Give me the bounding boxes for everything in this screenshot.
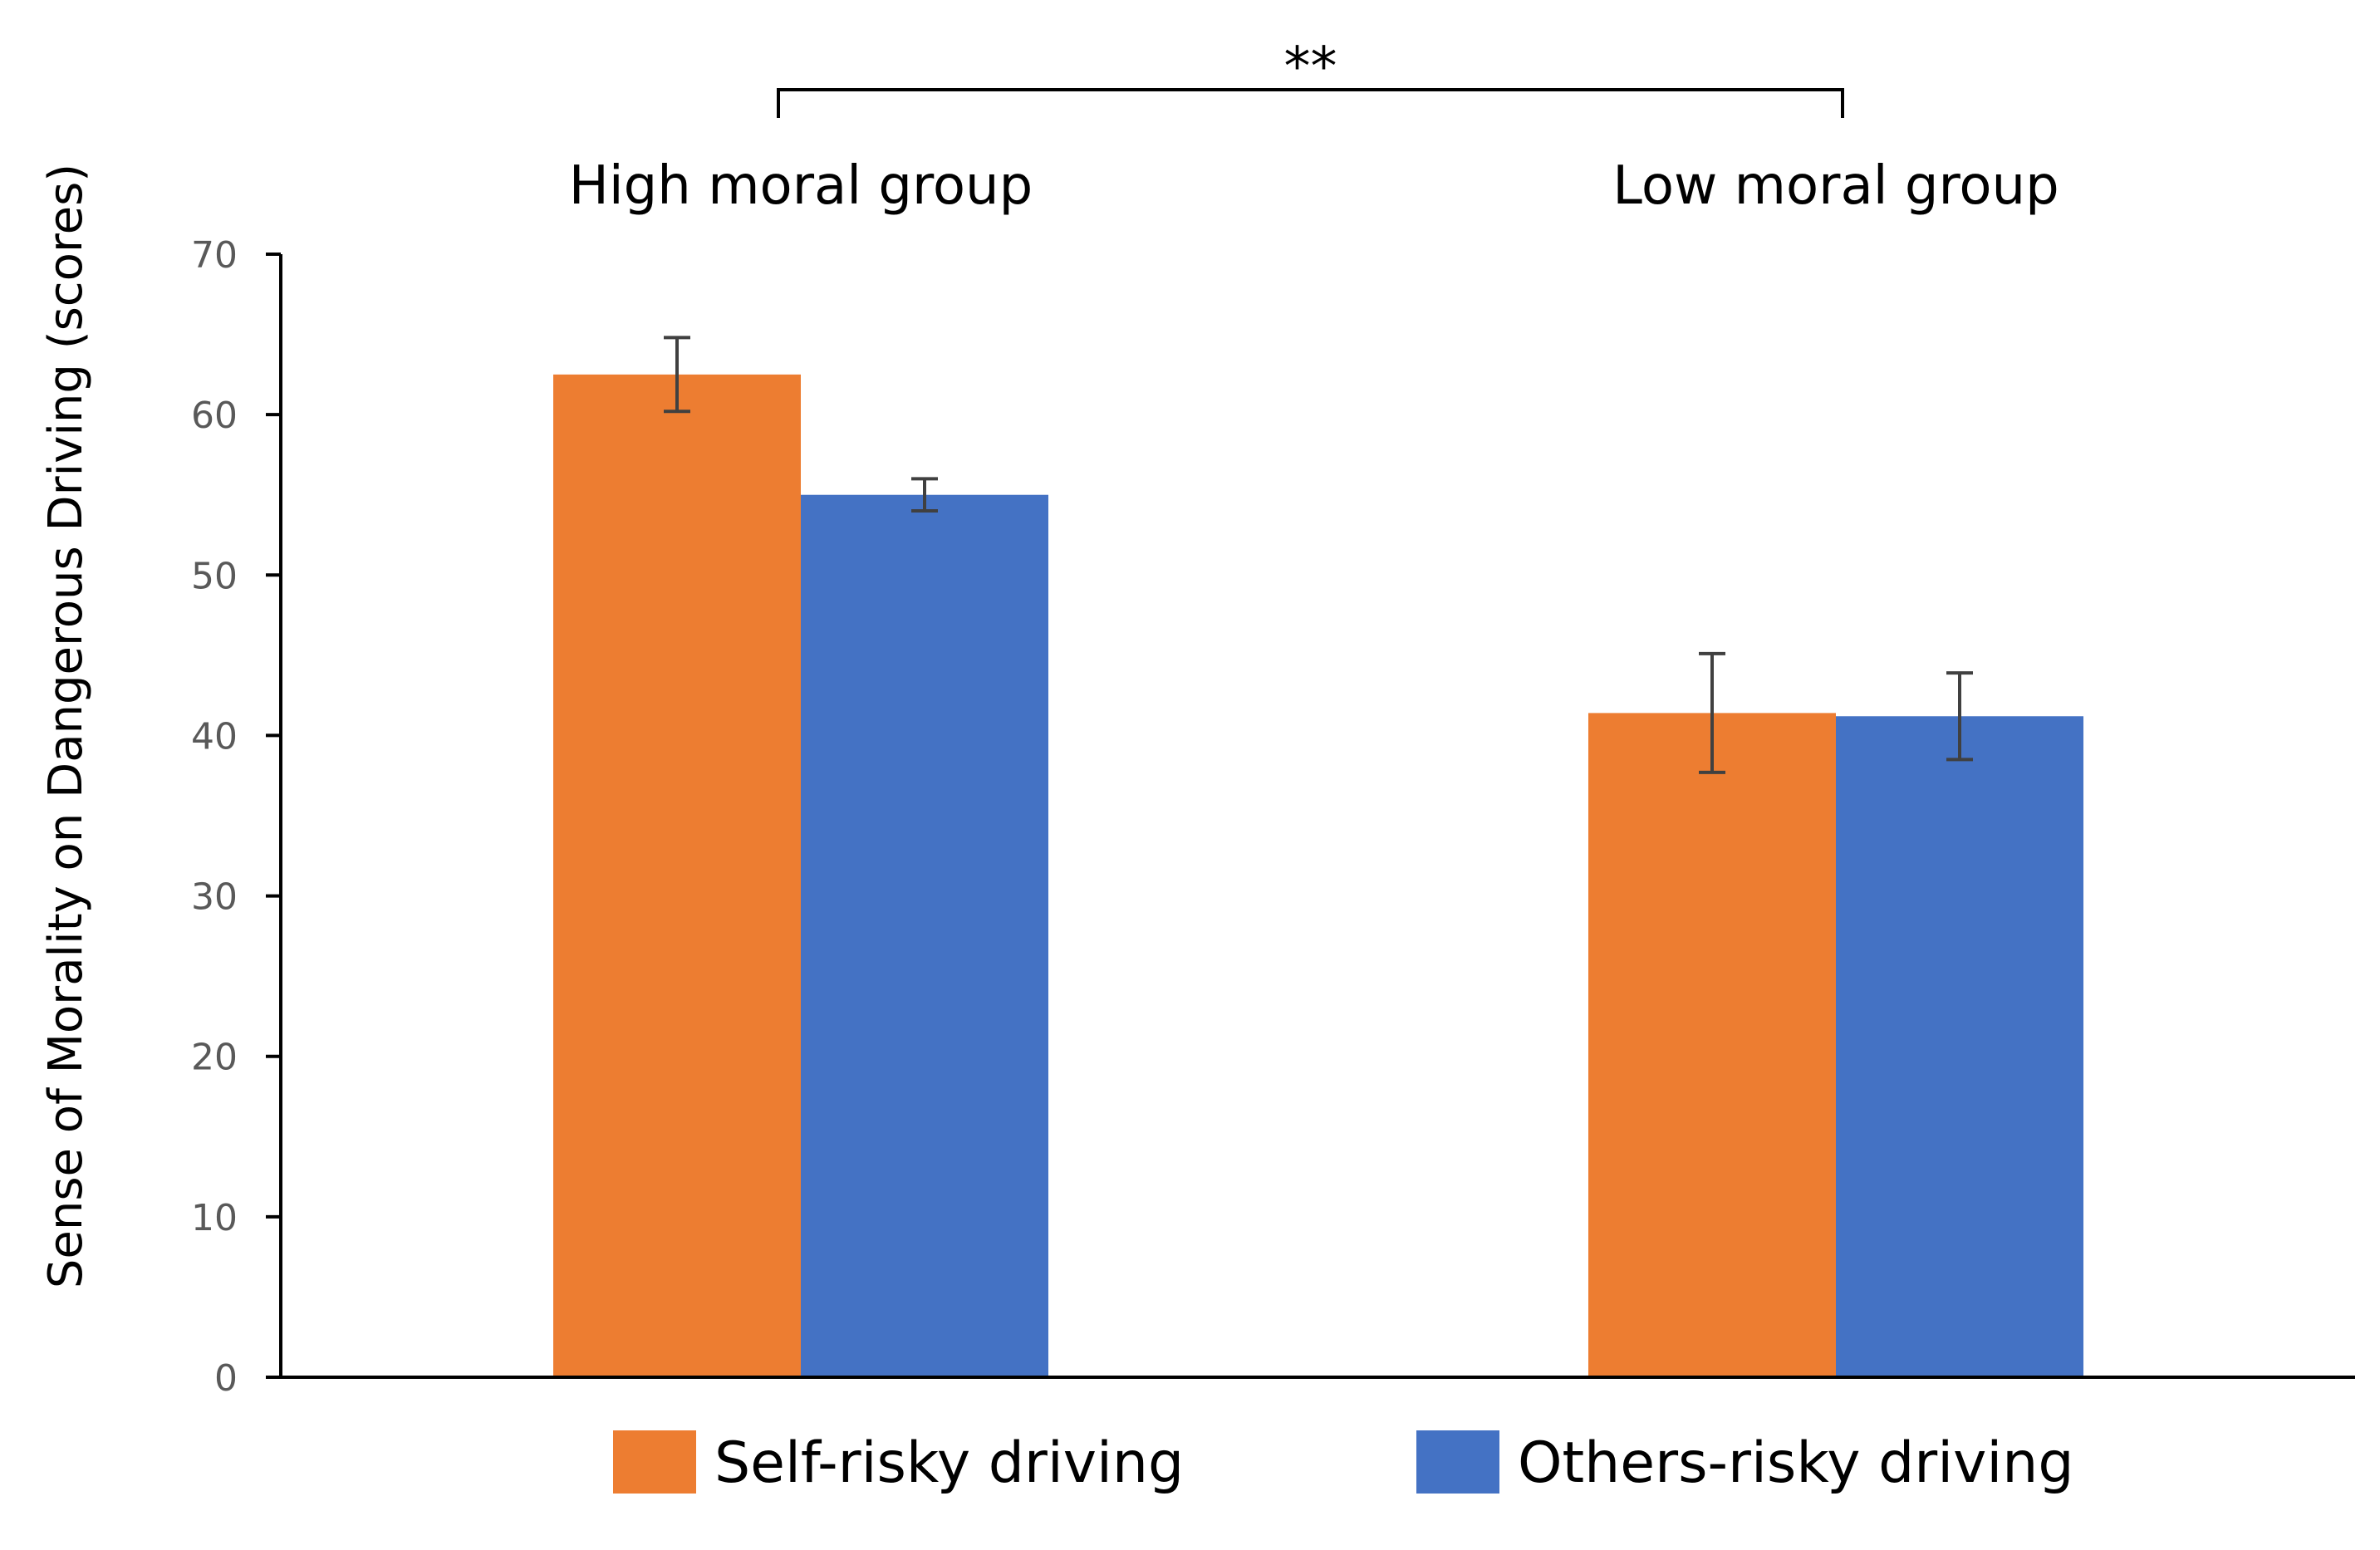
y-axis-title-group: Sense of Morality on Dangerous Driving (…	[39, 164, 93, 1288]
significance-bracket-group: **	[777, 37, 1844, 118]
error-bar	[1699, 651, 1725, 774]
y-axis: 0 10 20 30 40 50 60 70	[191, 234, 282, 1400]
legend-swatch	[613, 1430, 696, 1494]
y-axis-title: Sense of Morality on Dangerous Driving (…	[39, 164, 93, 1288]
category-label: High moral group	[569, 155, 1033, 217]
y-tick-label: 0	[214, 1357, 238, 1400]
significance-label: **	[1284, 37, 1337, 98]
bar-others-risky-high	[801, 494, 1048, 1377]
y-tick-label: 10	[191, 1197, 238, 1239]
error-bar	[911, 477, 938, 513]
error-bar	[1946, 671, 1973, 762]
category-label: Low moral group	[1612, 155, 2059, 217]
category-labels: High moral group Low moral group	[569, 155, 2059, 217]
y-tick-label: 50	[191, 555, 238, 597]
y-tick-label: 20	[191, 1037, 238, 1079]
bar-self-risky-high	[553, 374, 801, 1377]
significance-bracket	[777, 88, 1844, 118]
legend: Self-risky driving Others-risky driving	[613, 1430, 2074, 1496]
legend-swatch	[1416, 1430, 1499, 1494]
y-tick-label: 70	[191, 234, 238, 277]
bars	[553, 374, 2083, 1377]
y-tick-label: 30	[191, 876, 238, 919]
y-tick-label: 40	[191, 715, 238, 758]
error-bar	[664, 336, 690, 414]
legend-label: Self-risky driving	[714, 1430, 1184, 1496]
legend-item: Self-risky driving	[613, 1430, 1184, 1496]
legend-label: Others-risky driving	[1518, 1430, 2074, 1496]
error-bars	[664, 336, 1973, 774]
bar-self-risky-low	[1588, 713, 1836, 1377]
bar-others-risky-low	[1836, 716, 2083, 1377]
legend-item: Others-risky driving	[1416, 1430, 2074, 1496]
y-tick-label: 60	[191, 395, 238, 437]
